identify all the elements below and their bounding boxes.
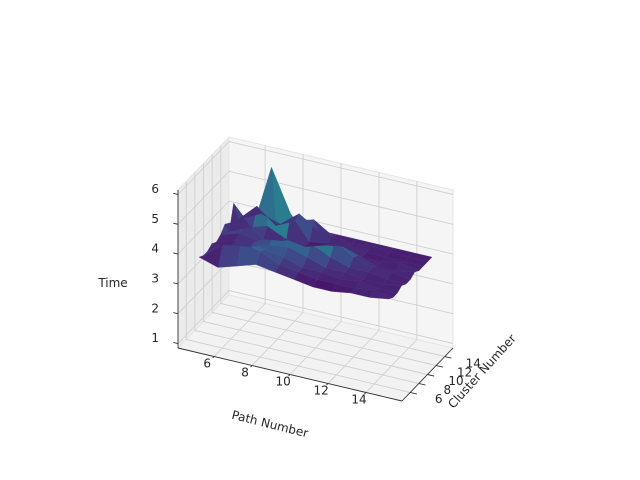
y-tick-label: 10: [448, 374, 463, 388]
y-gridline: [211, 154, 437, 366]
z-tick-mark: [173, 252, 179, 255]
x-tick-mark: [250, 365, 253, 368]
surface-plot: [198, 167, 433, 300]
z-tick-mark: [173, 222, 179, 225]
z-tick-label: 6: [151, 182, 159, 196]
z-tick-label: 2: [151, 301, 159, 315]
z-gridline: [177, 141, 454, 195]
y-tick-mark: [410, 392, 417, 395]
z-tick-mark: [173, 341, 179, 344]
z-tick-mark: [173, 312, 179, 315]
x-tick-mark: [288, 374, 291, 377]
y-gridline: [185, 181, 411, 393]
z-tick-label: 5: [151, 212, 159, 226]
z-tick-label: 4: [151, 242, 159, 256]
grid-lines: [177, 141, 454, 393]
z-tick-mark: [173, 282, 179, 285]
axis-lines: [173, 190, 454, 402]
z-tick-label: 3: [151, 272, 159, 286]
x-axis-label: Path Number: [230, 408, 310, 441]
z-tick-mark: [173, 192, 179, 195]
x-tick-mark: [326, 383, 329, 386]
y-tick-label: 8: [443, 383, 451, 397]
y-tick-mark: [427, 374, 435, 377]
y-tick-label: 14: [466, 356, 481, 370]
z-tick-label: 1: [151, 331, 159, 345]
x-tick-label: 8: [241, 366, 249, 380]
y-tick-label: 12: [457, 365, 472, 379]
y-tick-mark: [436, 365, 443, 368]
y-tick-label: 6: [435, 392, 443, 406]
x-tick-label: 6: [203, 357, 211, 371]
z-gridline: [177, 290, 454, 344]
z-gridline: [177, 200, 454, 255]
x-tick-label: 14: [351, 393, 366, 407]
z-gridline: [177, 170, 454, 225]
y-gridline: [194, 172, 420, 384]
y-tick-mark: [418, 383, 426, 386]
x-tick-label: 12: [313, 384, 328, 398]
y-gridline: [203, 163, 428, 375]
x-tick-label: 10: [275, 375, 290, 389]
x-tick-mark: [212, 356, 215, 359]
z-axis-label: Time: [97, 276, 127, 290]
surface-patch: [237, 205, 262, 220]
y-tick-mark: [444, 356, 452, 359]
y-gridline: [220, 145, 445, 357]
x-tick-mark: [364, 392, 367, 395]
